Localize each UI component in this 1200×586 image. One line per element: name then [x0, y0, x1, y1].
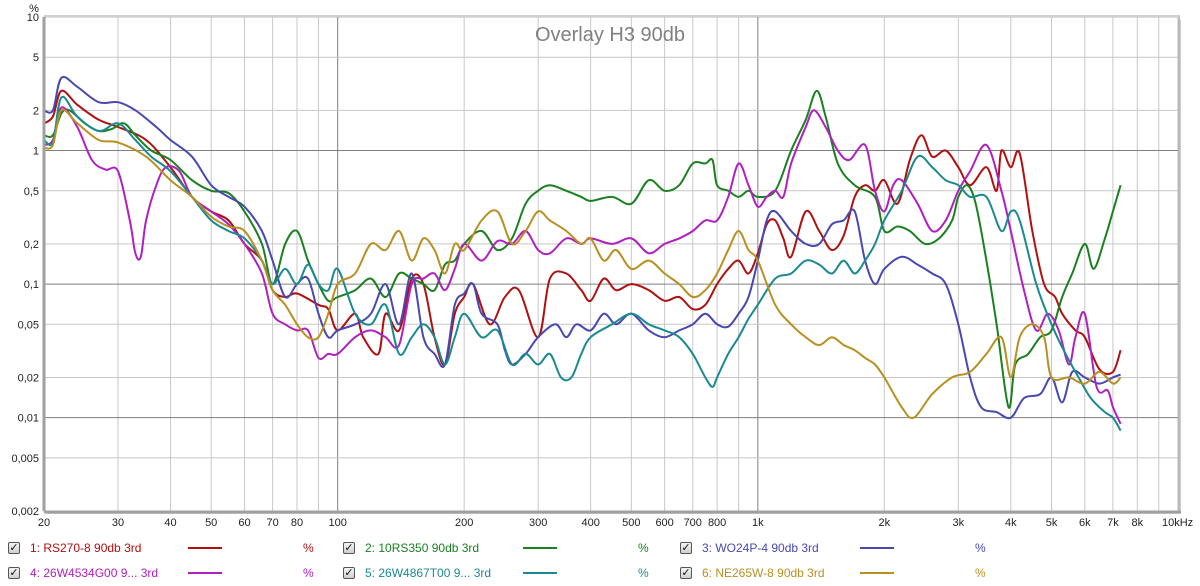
x-tick-label: 1k [752, 517, 764, 529]
axes: 20 30 40 50 60 70 80 100 200 300 400 500 600 700 800 1k… [11, 12, 1193, 529]
x-tick-label: 80 [291, 517, 303, 529]
x-tick-label: 6k [1079, 517, 1091, 529]
y-tick-label: 2 [33, 105, 39, 117]
y-tick-label: 0,01 [18, 413, 39, 425]
y-axis-unit: % [29, 3, 39, 15]
legend-unit: % [303, 566, 314, 580]
legend-item-3: ✓ 3: WO24P-4 90db 3rd% [680, 538, 1000, 558]
legend-line-swatch [860, 547, 894, 549]
chart-title: Overlay H3 90db [535, 24, 685, 46]
legend-item-4: ✓ 4: 26W4534G00 9... 3rd% [8, 563, 328, 583]
x-tick-label: 40 [164, 517, 176, 529]
y-tick-label: 0,05 [18, 319, 39, 331]
y-tick-label: 0,002 [11, 506, 39, 518]
legend-line-swatch [860, 572, 894, 574]
legend-item-2: ✓ 2: 10RS350 90db 3rd% [343, 538, 663, 558]
x-tick-label: 400 [581, 517, 599, 529]
legend-label: 4: 26W4534G00 9... 3rd [30, 566, 159, 580]
plot-background [43, 16, 1179, 512]
chart-area: 20 30 40 50 60 70 80 100 200 300 400 500 600 700 800 1k… [11, 3, 1193, 529]
series-visibility-checkbox[interactable]: ✓ [343, 567, 355, 579]
x-tick-label: 2k [879, 517, 891, 529]
legend-unit: % [303, 541, 314, 555]
x-tick-label: 300 [529, 517, 547, 529]
x-tick-label: 8k [1131, 517, 1143, 529]
series-layer [43, 75, 1122, 432]
y-tick-label: 5 [33, 52, 39, 64]
x-tick-label: 200 [455, 517, 473, 529]
grid [43, 16, 1181, 514]
legend-line-swatch [188, 572, 222, 574]
x-tick-label: 4k [1005, 517, 1017, 529]
legend-item-6: ✓ 6: NE265W-8 90db 3rd% [680, 563, 1000, 583]
legend-label: 3: WO24P-4 90db 3rd [702, 541, 819, 555]
y-tick-label: 0,1 [24, 279, 39, 291]
series-visibility-checkbox[interactable]: ✓ [680, 542, 692, 554]
legend-label: 2: 10RS350 90db 3rd [365, 541, 480, 555]
legend-line-swatch [188, 547, 222, 549]
x-tick-label: 3k [952, 517, 964, 529]
x-tick-label: 10kHz [1162, 517, 1193, 529]
series-visibility-checkbox[interactable]: ✓ [8, 567, 20, 579]
x-tick-label: 7k [1107, 517, 1119, 529]
legend-unit: % [638, 566, 649, 580]
x-tick-label: 50 [205, 517, 217, 529]
x-tick-label: 20 [38, 517, 50, 529]
legend-unit: % [638, 541, 649, 555]
x-tick-label: 500 [622, 517, 640, 529]
y-tick-label: 0,02 [18, 372, 39, 384]
series-visibility-checkbox[interactable]: ✓ [343, 542, 355, 554]
y-tick-label: 0,5 [24, 186, 39, 198]
x-tick-label: 700 [684, 517, 702, 529]
x-tick-label: 100 [328, 517, 346, 529]
legend-label: 1: RS270-8 90db 3rd [30, 541, 142, 555]
legend-label: 6: NE265W-8 90db 3rd [702, 566, 825, 580]
series-visibility-checkbox[interactable]: ✓ [680, 567, 692, 579]
y-tick-label: 10 [27, 12, 39, 24]
x-tick-label: 70 [266, 517, 278, 529]
series-line-2 [43, 89, 1122, 409]
x-tick-label: 30 [112, 517, 124, 529]
legend-unit: % [975, 541, 986, 555]
legend: ✓ 1: RS270-8 90db 3rd% ✓ 2: 10RS350 90db 3r… [0, 536, 1200, 586]
y-tick-label: 0,005 [11, 453, 39, 465]
series-visibility-checkbox[interactable]: ✓ [8, 542, 20, 554]
legend-item-5: ✓ 5: 26W4867T00 9... 3rd% [343, 563, 663, 583]
x-tick-label: 800 [708, 517, 726, 529]
x-tick-label: 5k [1046, 517, 1058, 529]
series-line-3 [43, 75, 1121, 420]
legend-unit: % [975, 566, 986, 580]
y-tick-label: 0,2 [24, 239, 39, 251]
y-tick-label: 1 [33, 146, 39, 158]
x-tick-label: 600 [655, 517, 673, 529]
series-line-6 [43, 108, 1122, 420]
legend-line-swatch [523, 572, 557, 574]
x-tick-label: 60 [238, 517, 250, 529]
legend-line-swatch [523, 547, 557, 549]
legend-item-1: ✓ 1: RS270-8 90db 3rd% [8, 538, 328, 558]
legend-label: 5: 26W4867T00 9... 3rd [365, 566, 492, 580]
